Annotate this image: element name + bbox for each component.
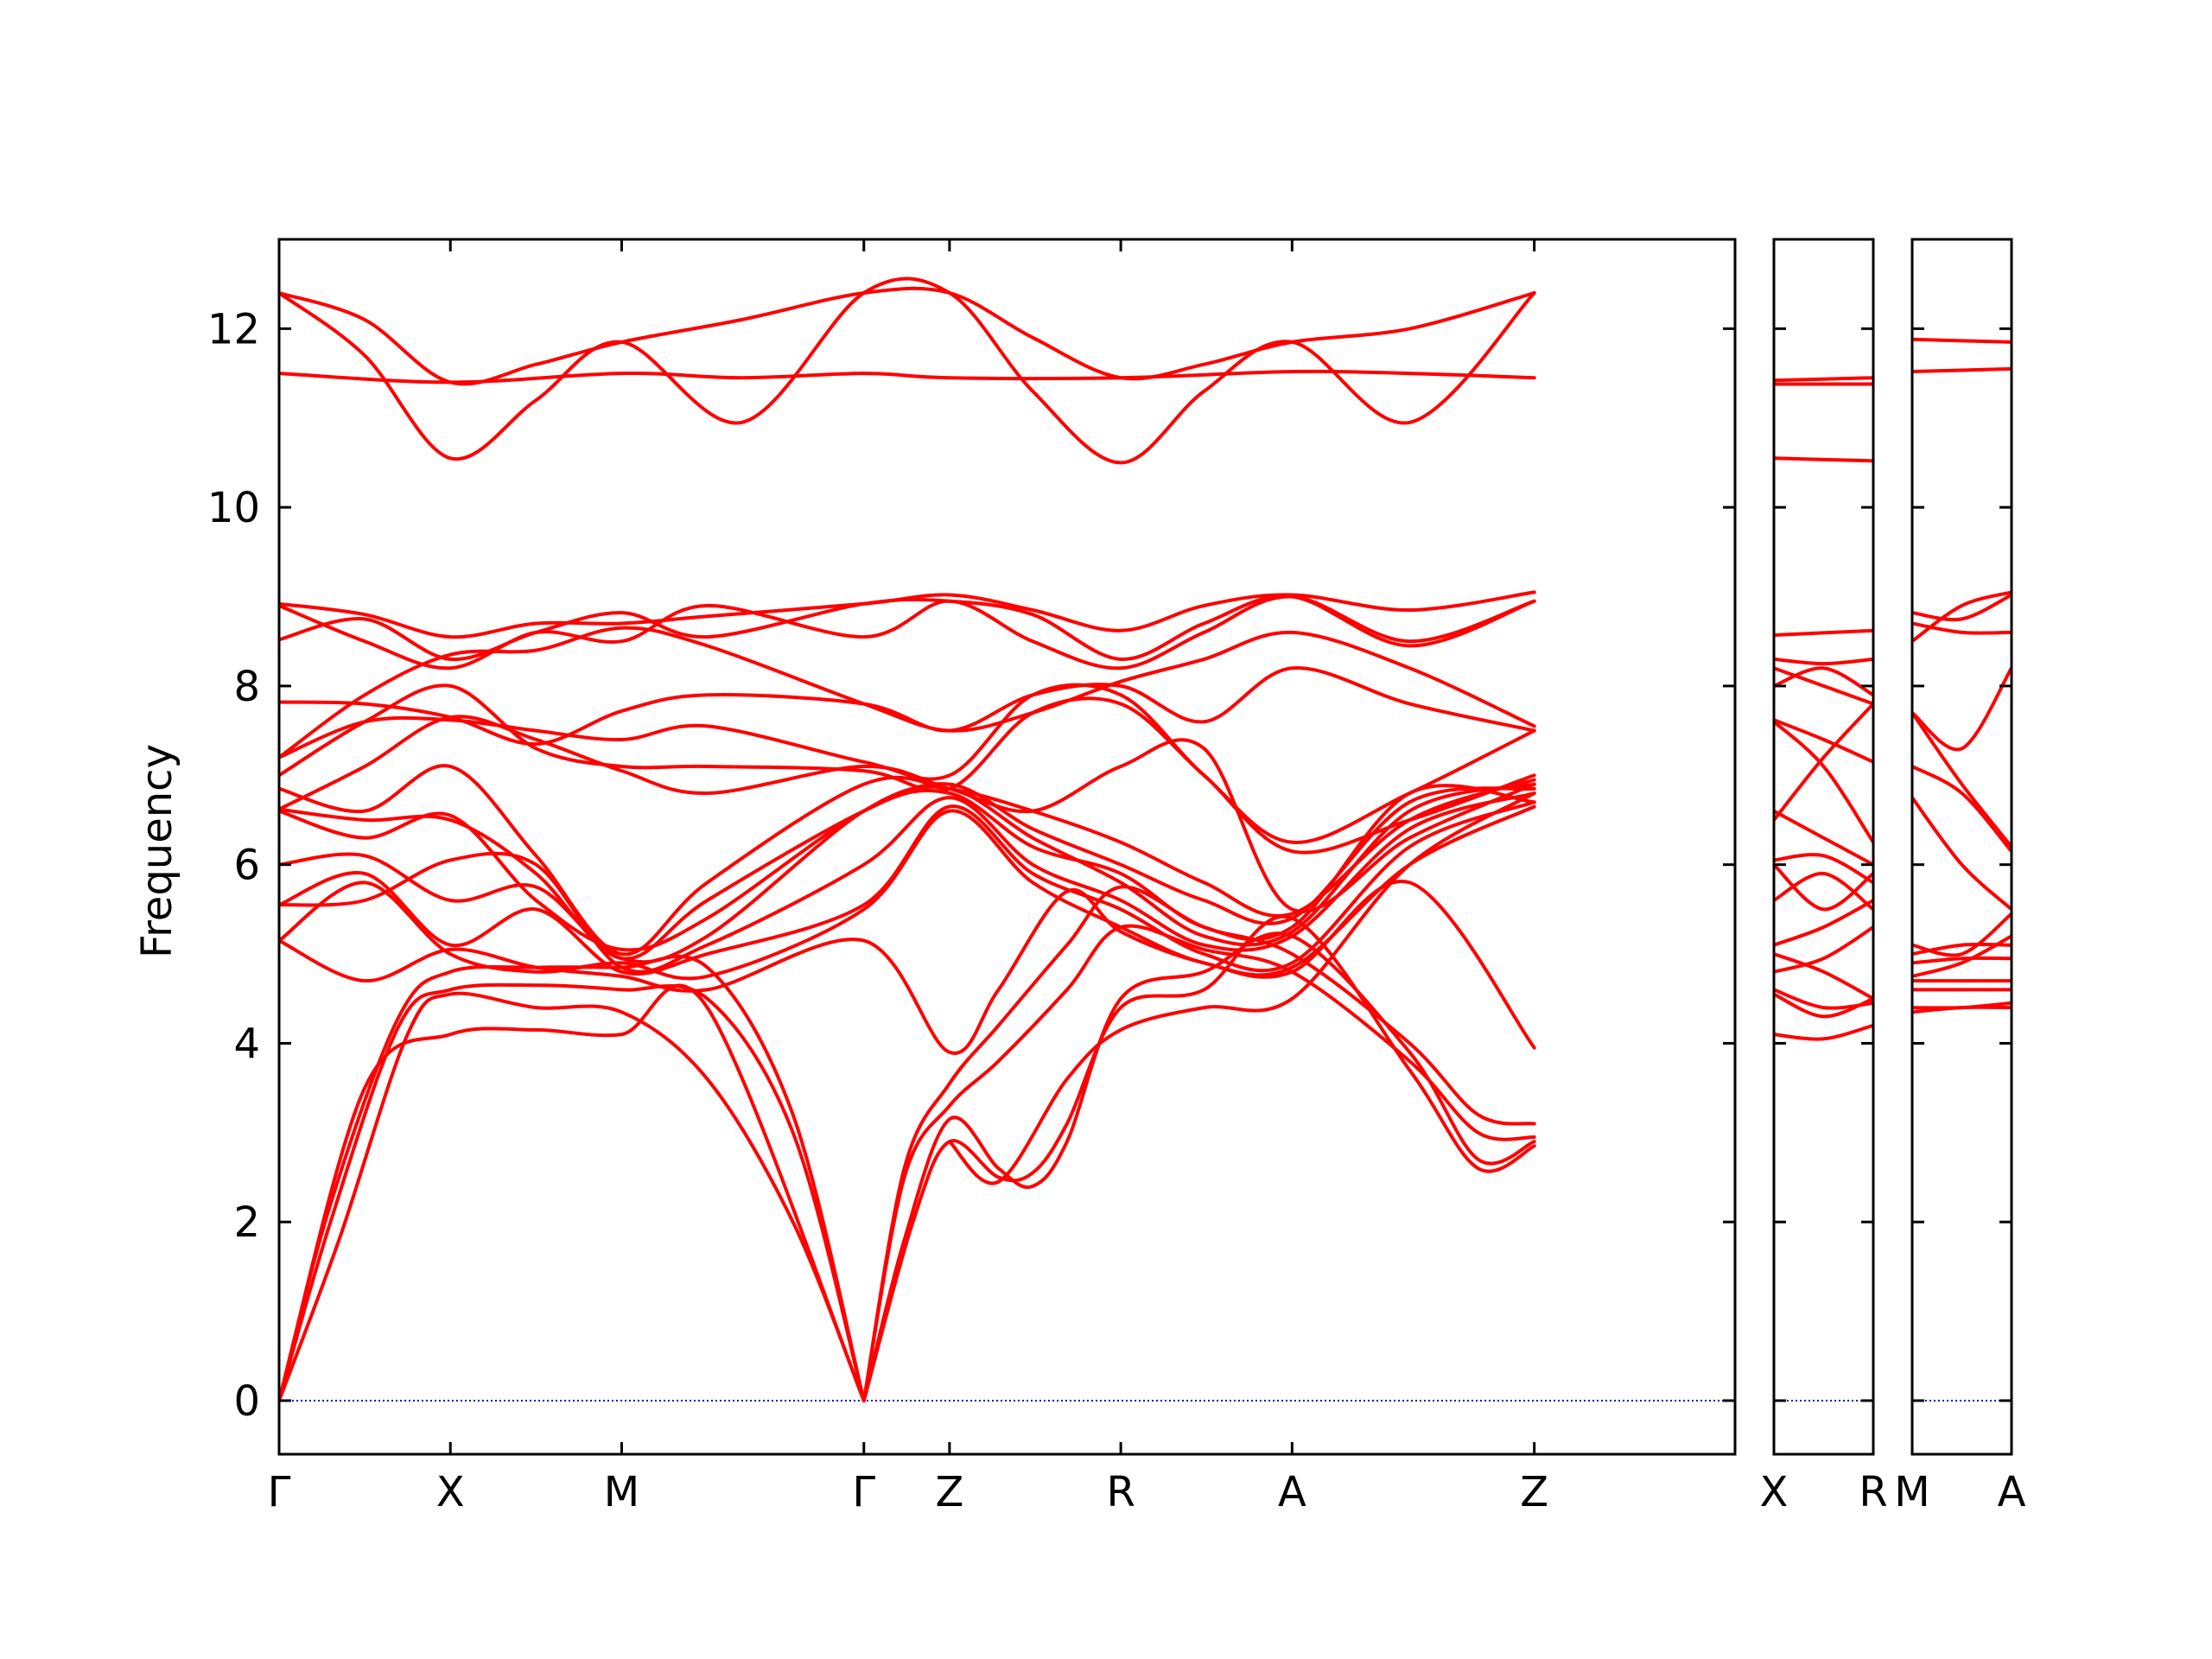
band-line xyxy=(1912,956,2012,965)
plot-area-main xyxy=(279,276,1735,1402)
band-line xyxy=(279,594,1536,671)
band-line xyxy=(947,791,1536,1185)
band-line xyxy=(1774,899,1873,947)
band-line xyxy=(279,879,1536,1055)
band-line xyxy=(1774,809,1873,867)
x-tick-label: R xyxy=(1106,1468,1135,1516)
band-line xyxy=(279,791,1536,974)
band-line xyxy=(1774,862,1873,912)
y-tick-label: 2 xyxy=(233,1198,260,1247)
x-tick-label: Γ xyxy=(852,1468,875,1516)
panel-main: Γ X M Γ Z R A Z 0 2 4 6 8 10 12 xyxy=(207,238,1737,1516)
band-line xyxy=(279,626,1536,760)
band-line xyxy=(1774,853,1873,885)
band-line xyxy=(279,666,1536,747)
band-line xyxy=(1912,621,2012,635)
band-line xyxy=(1774,456,1873,463)
band-line xyxy=(279,983,866,1402)
band-line xyxy=(1912,710,2012,849)
x-tick-label: M xyxy=(604,1468,639,1516)
band-line xyxy=(279,782,1536,964)
y-tick-label: 4 xyxy=(233,1020,260,1068)
band-line xyxy=(279,764,1536,957)
band-line xyxy=(279,782,1536,961)
band-line xyxy=(1912,765,2012,854)
band-line xyxy=(279,594,1536,661)
band-line xyxy=(1774,628,1873,637)
panel-frame xyxy=(1772,238,1875,1456)
band-line xyxy=(279,276,1536,465)
band-line xyxy=(1912,796,2012,912)
band-line xyxy=(1912,337,2012,344)
y-axis-label: Frequency xyxy=(133,744,181,958)
band-line xyxy=(861,914,1536,1402)
plot-area-x-r xyxy=(1774,376,1873,1402)
band-line xyxy=(1774,992,1873,1019)
band-line xyxy=(279,955,866,1402)
band-line xyxy=(861,931,1536,1402)
x-tick-label: Z xyxy=(1520,1468,1548,1516)
band-line xyxy=(1912,934,2012,978)
band-line xyxy=(1774,702,1873,822)
x-tick-label: R xyxy=(1859,1468,1887,1516)
band-line xyxy=(1774,666,1873,706)
panel-frame xyxy=(1910,238,2013,1456)
y-tick-label: 12 xyxy=(207,305,260,353)
band-line xyxy=(279,715,1536,913)
band-line xyxy=(279,982,866,1402)
x-tick-label: M xyxy=(1894,1468,1929,1516)
band-line xyxy=(1912,366,2012,373)
x-tick-label: A xyxy=(1998,1468,2026,1516)
band-line xyxy=(1912,666,2012,752)
y-tick-label: 10 xyxy=(207,484,260,532)
y-tick-label: 0 xyxy=(233,1377,260,1426)
band-line xyxy=(1912,942,2012,957)
x-tick-label: Γ xyxy=(268,1468,291,1516)
x-tick-label: X xyxy=(1760,1468,1789,1516)
band-line xyxy=(1774,952,1873,1001)
band-line xyxy=(1774,657,1873,666)
band-line xyxy=(1774,720,1873,844)
plot-area-m-a xyxy=(1912,337,2012,1402)
band-line xyxy=(1912,912,2012,957)
band-line xyxy=(279,683,1536,844)
band-line xyxy=(1774,925,1873,974)
x-tick-label: A xyxy=(1278,1468,1306,1516)
band-line xyxy=(1774,718,1873,764)
band-line xyxy=(279,369,1536,385)
band-line xyxy=(1774,376,1873,383)
x-tick-label: Z xyxy=(935,1468,963,1516)
x-tick-label: X xyxy=(436,1468,465,1516)
band-line xyxy=(1774,666,1873,697)
band-line xyxy=(1912,1005,2012,1014)
y-tick-label: 8 xyxy=(233,663,260,711)
band-line xyxy=(1912,590,2012,644)
band-line xyxy=(861,885,1536,1402)
band-line xyxy=(1774,871,1873,912)
band-line xyxy=(279,804,1536,981)
band-line xyxy=(279,286,1536,386)
band-line xyxy=(279,991,866,1402)
y-tick-label: 6 xyxy=(233,842,260,890)
band-line xyxy=(861,924,1536,1402)
panel-frame xyxy=(277,238,1737,1456)
band-line xyxy=(1912,593,2012,622)
band-line xyxy=(1774,1023,1873,1041)
